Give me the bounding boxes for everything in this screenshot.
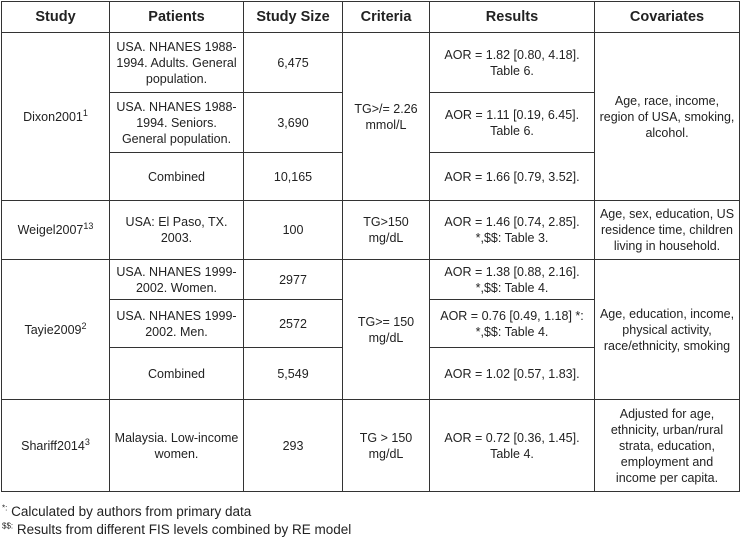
header-criteria: Criteria [342,1,430,33]
header-row: Study Patients Study Size Criteria Resul… [1,1,740,33]
table-row: USA. NHANES 1988-1994. Seniors. General … [2,92,740,153]
study-name: Weigel2007 [17,223,84,237]
criteria-cell: TG>150 mg/dL [342,200,430,260]
patients-cell: USA. NHANES 1988-1994. Seniors. General … [109,92,244,153]
footnote: *: Calculated by authors from primary da… [2,504,251,519]
size-cell: 5,549 [243,347,343,400]
study-name-cell: Weigel200713 [1,200,110,260]
size-cell: 2977 [243,259,343,300]
covariates-cell: Age, education, income, physical activit… [594,259,740,400]
size-cell: 6,475 [243,32,343,93]
covariates-cell: Age, race, income, region of USA, smokin… [594,32,740,201]
study-name: Tayie2009 [24,322,82,337]
study-name-cell: Shariff20143 [1,399,110,492]
results-cell: AOR = 1.38 [0.88, 2.16]. *,$$: Table 4. [429,259,595,300]
results-cell: AOR = 0.76 [0.49, 1.18] *: *,$$: Table 4… [429,299,595,348]
patients-cell: USA: El Paso, TX. 2003. [109,200,244,260]
table-row: Shariff20143 Malaysia. Low-income women.… [1,399,740,492]
patients-cell: USA. NHANES 1999-2002. Men. [109,299,244,348]
results-cell: AOR = 1.82 [0.80, 4.18]. Table 6. [429,32,595,93]
study-name-cell: Tayie20092 [1,259,110,400]
results-cell: AOR = 1.02 [0.57, 1.83]. [429,347,595,400]
header-study: Study [1,1,110,33]
footnote-text: Calculated by authors from primary data [11,504,252,519]
header-study-size: Study Size [243,1,343,33]
results-cell: AOR = 1.66 [0.79, 3.52]. [429,152,595,201]
results-cell: AOR = 1.11 [0.19, 6.45]. Table 6. [429,92,595,153]
table-row: Combined 5,549 AOR = 1.02 [0.57, 1.83]. [2,347,740,400]
study-name-cell: Dixon20011 [1,32,110,201]
table-row: Tayie20092 USA. NHANES 1999-2002. Women.… [1,259,740,400]
patients-cell: Combined [109,347,244,400]
size-cell: 10,165 [243,152,343,201]
header-results: Results [429,1,595,33]
table-row: Combined 10,165 AOR = 1.66 [0.79, 3.52]. [2,152,740,201]
study-table: Study Patients Study Size Criteria Resul… [1,1,740,492]
size-cell: 293 [243,399,343,492]
footnote: $$: Results from different FIS levels co… [2,522,351,537]
footnote-text: Results from different FIS levels combin… [16,522,352,537]
size-cell: 2572 [243,299,343,348]
header-patients: Patients [109,1,244,33]
covariates-cell: Age, sex, education, US residence time, … [594,200,740,260]
covariates-cell: Adjusted for age, ethnicity, urban/rural… [594,399,740,492]
patients-cell: USA. NHANES 1988-1994. Adults. General p… [109,32,244,93]
criteria-cell: TG>/= 2.26 mmol/L [342,32,430,201]
patients-cell: Combined [109,152,244,201]
criteria-cell: TG>= 150 mg/dL [342,259,430,400]
study-name: Dixon2001 [23,109,83,124]
study-name: Shariff2014 [21,438,85,453]
results-cell: AOR = 1.46 [0.74, 2.85]. *,$$: Table 3. [429,200,595,260]
footnote-mark: *: [2,503,8,513]
study-ref: 13 [83,220,94,231]
study-ref: 3 [84,436,90,447]
table-row: Weigel200713 USA: El Paso, TX. 2003. 100… [1,200,740,260]
table-row: Dixon20011 USA. NHANES 1988-1994. Adults… [1,32,740,201]
patients-cell: USA. NHANES 1999-2002. Women. [109,259,244,300]
table-row: USA. NHANES 1999-2002. Men. 2572 AOR = 0… [2,299,740,348]
size-cell: 3,690 [243,92,343,153]
criteria-cell: TG > 150 mg/dL [342,399,430,492]
patients-cell: Malaysia. Low-income women. [109,399,244,492]
size-cell: 100 [243,200,343,260]
footnote-mark: $$: [2,521,14,531]
header-covariates: Covariates [594,1,740,33]
study-ref: 2 [81,320,87,331]
study-ref: 1 [82,107,88,118]
results-cell: AOR = 0.72 [0.36, 1.45]. Table 4. [429,399,595,492]
